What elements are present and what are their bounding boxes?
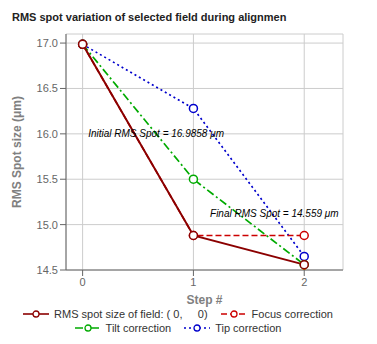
svg-text:14.5: 14.5 — [37, 264, 58, 276]
svg-text:2: 2 — [301, 276, 307, 288]
html-text:Tip correction: Tip correction — [215, 322, 282, 334]
html-text:RMS spot size of field: ( 0, 0: RMS spot size of field: ( 0, 0) — [54, 308, 208, 320]
html-text:Focus correction: Focus correction — [251, 308, 333, 320]
svg-text:16.5: 16.5 — [37, 82, 58, 94]
svg-text:17.0: 17.0 — [37, 37, 58, 49]
svg-text:Step #: Step # — [186, 293, 222, 307]
svg-text:1: 1 — [190, 276, 196, 288]
svg-text:0: 0 — [80, 276, 86, 288]
svg-text:Initial RMS Spot = 16.9858 μm: Initial RMS Spot = 16.9858 μm — [88, 128, 224, 139]
svg-text:Final RMS Spot = 14.559 μm: Final RMS Spot = 14.559 μm — [210, 208, 339, 219]
svg-text:RMS Spot size (μm): RMS Spot size (μm) — [10, 96, 24, 208]
html-text:RMS spot variation of selected: RMS spot variation of selected field dur… — [12, 11, 287, 23]
svg-text:15.0: 15.0 — [37, 219, 58, 231]
svg-text:15.5: 15.5 — [37, 173, 58, 185]
html-text:Tilt correction: Tilt correction — [105, 322, 172, 334]
svg-text:16.0: 16.0 — [37, 128, 58, 140]
